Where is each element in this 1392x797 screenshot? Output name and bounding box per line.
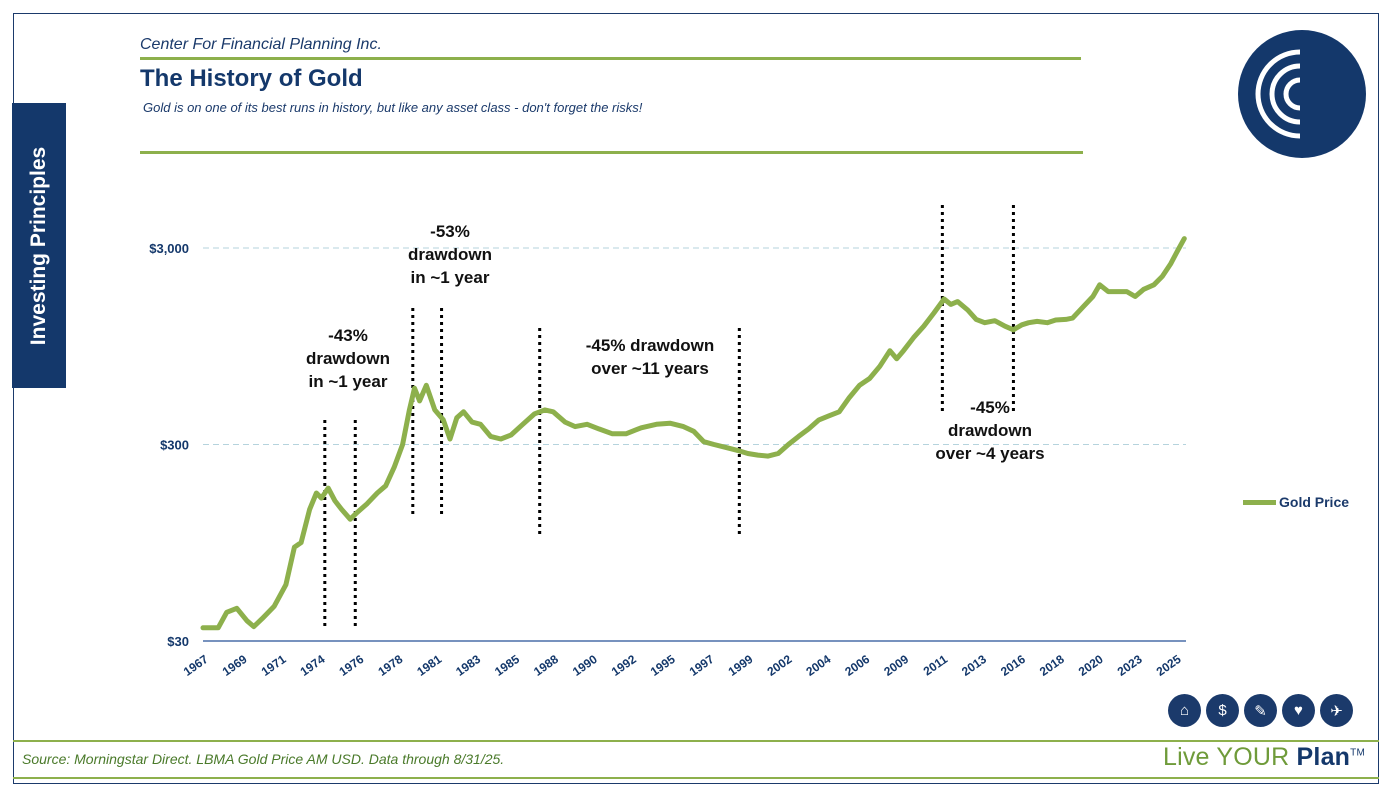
page-subtitle: Gold is on one of its best runs in histo… <box>143 100 643 115</box>
legend-swatch <box>1243 499 1276 505</box>
annotation-text: -45% drawdown <box>586 336 714 355</box>
annotation-text: drawdown <box>948 421 1032 440</box>
x-tick-label: 2023 <box>1115 652 1145 679</box>
x-tick-label: 1967 <box>181 652 211 679</box>
x-tick-label: 2013 <box>959 652 989 679</box>
annotation-text: in ~1 year <box>309 372 388 391</box>
annotation-text: -43% <box>328 326 368 345</box>
header-rule-top <box>140 57 1081 60</box>
x-tick-label: 1995 <box>648 652 678 679</box>
gold-price-line <box>200 236 1187 631</box>
x-tick-label: 2002 <box>765 652 795 679</box>
x-tick-label: 1983 <box>453 652 483 679</box>
piggy-bank-icon: $ <box>1206 694 1239 727</box>
x-tick-label: 2006 <box>842 652 872 679</box>
x-tick-label: 1990 <box>570 652 600 679</box>
side-tab: Investing Principles <box>12 103 66 388</box>
graduation-icon: ✎ <box>1244 694 1277 727</box>
annotation-text: -45% <box>970 398 1010 417</box>
x-tick-label: 1971 <box>259 652 289 679</box>
x-tick-label: 1981 <box>414 652 444 679</box>
brand-tagline: Live YOUR PlanTM <box>1163 743 1365 771</box>
icon-strip: ⌂ $ ✎ ♥ ✈ <box>1168 694 1353 727</box>
company-logo <box>1238 30 1366 158</box>
x-tick-label: 2011 <box>921 652 951 679</box>
x-tick-label: 2016 <box>998 652 1028 679</box>
plane-icon: ✈ <box>1320 694 1353 727</box>
x-tick-label: 1985 <box>492 652 522 679</box>
chart-legend: Gold Price <box>1243 494 1349 510</box>
source-note: Source: Morningstar Direct. LBMA Gold Pr… <box>22 751 505 767</box>
company-name: Center For Financial Planning Inc. <box>140 36 382 53</box>
footer-rule-bottom <box>13 777 1379 779</box>
x-tick-label: 2020 <box>1076 652 1106 679</box>
x-tick-label: 1978 <box>375 652 405 679</box>
y-tick-label: $300 <box>160 438 189 453</box>
y-tick-label: $30 <box>167 634 189 649</box>
annotation-text: in ~1 year <box>411 268 490 287</box>
header-rule-bottom <box>140 151 1083 154</box>
heart-hand-icon: ♥ <box>1282 694 1315 727</box>
x-tick-label: 2025 <box>1154 652 1184 679</box>
annotation-text: drawdown <box>306 349 390 368</box>
y-tick-label: $3,000 <box>149 241 189 256</box>
page-title: The History of Gold <box>140 65 363 92</box>
x-tick-label: 1992 <box>609 652 639 679</box>
annotation-text: -53% <box>430 222 470 241</box>
x-tick-label: 1988 <box>531 652 561 679</box>
x-tick-label: 1999 <box>726 652 756 679</box>
x-tick-label: 1974 <box>298 652 328 679</box>
x-tick-label: 2018 <box>1037 652 1067 679</box>
annotation-text: over ~4 years <box>935 444 1044 463</box>
x-tick-label: 1969 <box>220 652 250 679</box>
home-icon: ⌂ <box>1168 694 1201 727</box>
x-tick-label: 2009 <box>881 652 911 679</box>
annotation-text: drawdown <box>408 245 492 264</box>
x-tick-label: 1997 <box>687 652 717 679</box>
footer-rule-top <box>13 740 1379 742</box>
legend-label: Gold Price <box>1279 494 1350 510</box>
slide-frame <box>13 13 1379 784</box>
x-tick-label: 2004 <box>803 652 833 679</box>
x-tick-label: 1976 <box>336 652 366 679</box>
annotation-text: over ~11 years <box>591 359 709 378</box>
